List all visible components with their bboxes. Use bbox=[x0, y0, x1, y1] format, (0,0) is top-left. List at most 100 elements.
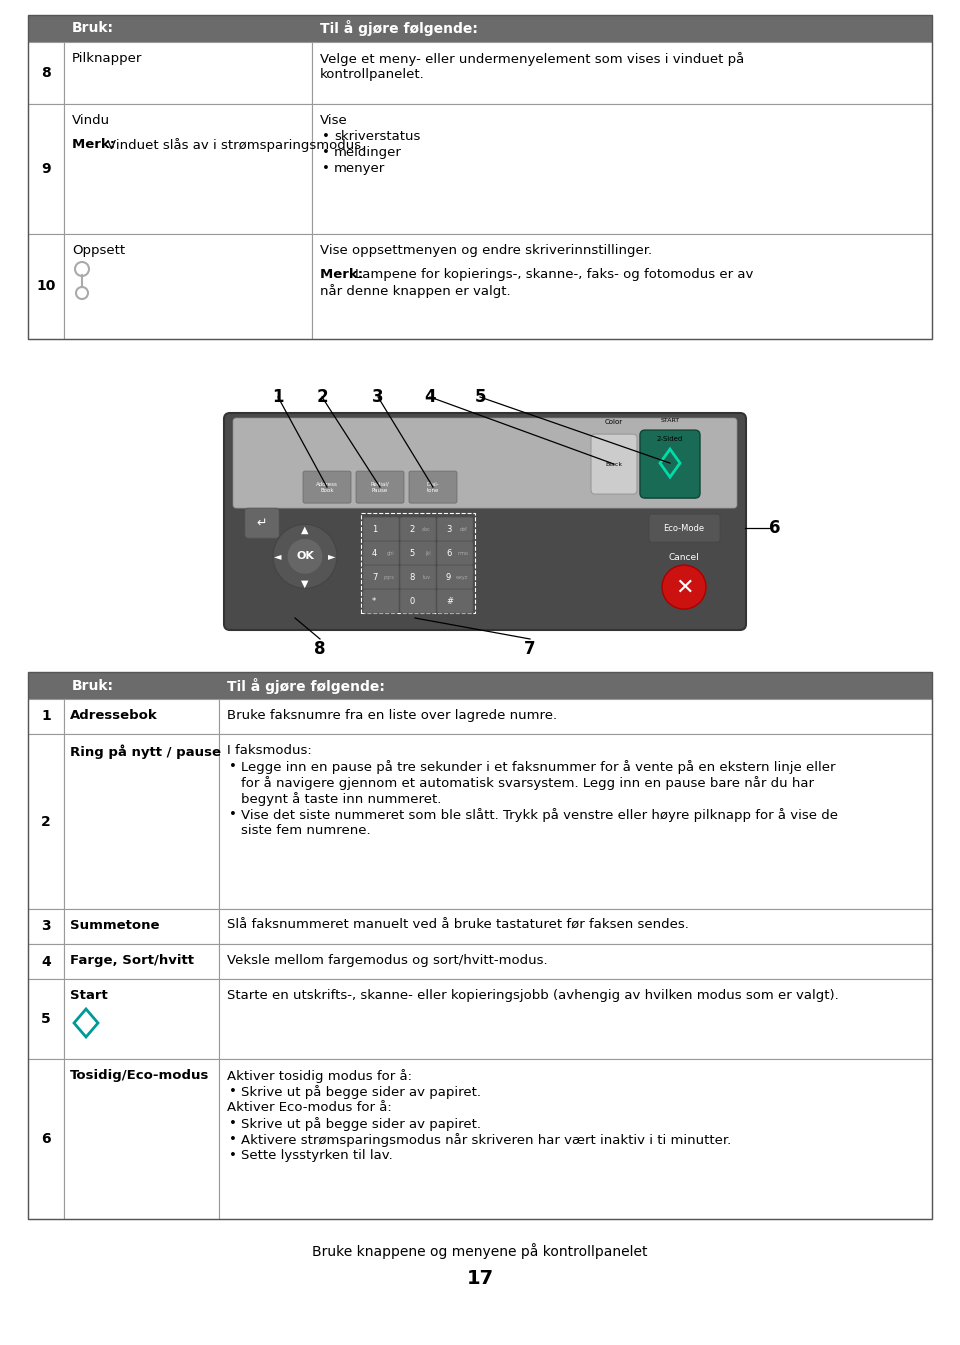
Text: 9: 9 bbox=[41, 161, 51, 176]
FancyBboxPatch shape bbox=[363, 589, 399, 613]
Bar bbox=[361, 512, 475, 613]
Text: Vise det siste nummeret som ble slått. Trykk på venstre eller høyre pilknapp for: Vise det siste nummeret som ble slått. T… bbox=[241, 808, 838, 822]
Text: Legge inn en pause på tre sekunder i et faksnummer for å vente på en ekstern lin: Legge inn en pause på tre sekunder i et … bbox=[241, 760, 835, 773]
Text: 2: 2 bbox=[409, 525, 415, 534]
Text: •: • bbox=[229, 808, 237, 820]
Bar bbox=[28, 909, 64, 944]
Text: abc: abc bbox=[422, 527, 431, 531]
Circle shape bbox=[287, 538, 323, 574]
Bar bbox=[28, 15, 932, 339]
Text: Pilknapper: Pilknapper bbox=[72, 52, 142, 65]
Text: 1: 1 bbox=[372, 525, 377, 534]
Text: ▲: ▲ bbox=[301, 525, 309, 534]
Bar bbox=[219, 699, 932, 734]
Text: *: * bbox=[372, 597, 376, 605]
Bar bbox=[312, 42, 932, 104]
Text: •: • bbox=[322, 147, 330, 159]
FancyBboxPatch shape bbox=[233, 418, 737, 508]
Text: 8: 8 bbox=[41, 66, 51, 79]
Bar bbox=[28, 672, 932, 699]
FancyBboxPatch shape bbox=[400, 516, 436, 541]
FancyBboxPatch shape bbox=[400, 541, 436, 565]
FancyBboxPatch shape bbox=[437, 516, 473, 541]
Text: ►: ► bbox=[328, 551, 336, 561]
Text: når denne knappen er valgt.: når denne knappen er valgt. bbox=[320, 284, 511, 299]
Text: Slå faksnummeret manuelt ved å bruke tastaturet før faksen sendes.: Slå faksnummeret manuelt ved å bruke tas… bbox=[227, 919, 689, 932]
Text: 10: 10 bbox=[36, 280, 56, 293]
FancyBboxPatch shape bbox=[363, 541, 399, 565]
Text: Ring på nytt / pause: Ring på nytt / pause bbox=[70, 744, 221, 759]
Bar bbox=[312, 104, 932, 234]
Circle shape bbox=[273, 525, 337, 588]
Text: Aktivere strømsparingsmodus når skriveren har vært inaktiv i ti minutter.: Aktivere strømsparingsmodus når skrivere… bbox=[241, 1132, 732, 1147]
Text: #: # bbox=[446, 597, 453, 605]
Text: Lampene for kopierings-, skanne-, faks- og fotomodus er av: Lampene for kopierings-, skanne-, faks- … bbox=[355, 268, 754, 281]
Text: Cancel: Cancel bbox=[668, 553, 700, 562]
Text: 8: 8 bbox=[314, 640, 325, 658]
Text: 2-Sided: 2-Sided bbox=[657, 436, 684, 443]
Text: 1: 1 bbox=[273, 387, 284, 406]
Text: mno: mno bbox=[457, 550, 468, 555]
Circle shape bbox=[662, 565, 706, 609]
Text: Bruke knappene og menyene på kontrollpanelet: Bruke knappene og menyene på kontrollpan… bbox=[312, 1243, 648, 1259]
FancyBboxPatch shape bbox=[245, 508, 279, 538]
Text: Merk:: Merk: bbox=[320, 268, 368, 281]
Text: START: START bbox=[660, 418, 680, 422]
Text: for å navigere gjennom et automatisk svarsystem. Legg inn en pause bare når du h: for å navigere gjennom et automatisk sva… bbox=[241, 776, 814, 790]
FancyBboxPatch shape bbox=[409, 471, 457, 503]
Text: 3: 3 bbox=[372, 387, 384, 406]
Text: Dial-
tone: Dial- tone bbox=[426, 482, 440, 492]
FancyBboxPatch shape bbox=[649, 514, 720, 542]
Text: •: • bbox=[322, 161, 330, 175]
Bar bbox=[64, 944, 219, 979]
Bar bbox=[219, 944, 932, 979]
Text: 2: 2 bbox=[316, 387, 327, 406]
Text: 7: 7 bbox=[372, 573, 377, 581]
Text: •: • bbox=[229, 760, 237, 773]
Text: •: • bbox=[229, 1132, 237, 1146]
FancyBboxPatch shape bbox=[640, 430, 700, 498]
Text: Farge, Sort/hvitt: Farge, Sort/hvitt bbox=[70, 954, 194, 967]
Text: Sette lysstyrken til lav.: Sette lysstyrken til lav. bbox=[241, 1149, 393, 1162]
Text: •: • bbox=[229, 1085, 237, 1098]
Text: Redial/
Pause: Redial/ Pause bbox=[371, 482, 390, 492]
Bar bbox=[219, 1059, 932, 1219]
Text: ↵: ↵ bbox=[256, 516, 267, 530]
Text: Starte en utskrifts-, skanne- eller kopieringsjobb (avhengig av hvilken modus so: Starte en utskrifts-, skanne- eller kopi… bbox=[227, 989, 839, 1002]
Bar bbox=[28, 672, 932, 1219]
FancyBboxPatch shape bbox=[400, 565, 436, 589]
Bar bbox=[28, 699, 64, 734]
Bar bbox=[28, 979, 64, 1059]
Text: OK: OK bbox=[296, 551, 314, 561]
Text: ✕: ✕ bbox=[675, 577, 693, 597]
Text: Oppsett: Oppsett bbox=[72, 243, 125, 257]
Text: meldinger: meldinger bbox=[334, 147, 402, 159]
FancyBboxPatch shape bbox=[303, 471, 351, 503]
Bar bbox=[64, 1059, 219, 1219]
Text: Start: Start bbox=[70, 989, 108, 1002]
FancyBboxPatch shape bbox=[437, 589, 473, 613]
Text: Vinduet slås av i strømsparingsmodus.: Vinduet slås av i strømsparingsmodus. bbox=[108, 139, 366, 152]
Text: ghi: ghi bbox=[386, 550, 394, 555]
Bar bbox=[64, 979, 219, 1059]
Bar bbox=[64, 909, 219, 944]
Bar bbox=[28, 944, 64, 979]
Text: Bruk:: Bruk: bbox=[72, 678, 114, 693]
Bar bbox=[28, 234, 64, 339]
Text: 5: 5 bbox=[41, 1011, 51, 1026]
Text: 5: 5 bbox=[409, 549, 415, 558]
Text: Eco-Mode: Eco-Mode bbox=[663, 523, 705, 533]
Text: Address
Book: Address Book bbox=[316, 482, 338, 492]
Bar bbox=[64, 234, 312, 339]
Text: Velge et meny- eller undermenyelement som vises i vinduet på: Velge et meny- eller undermenyelement so… bbox=[320, 52, 744, 66]
Bar bbox=[28, 42, 64, 104]
Text: Adressebok: Adressebok bbox=[70, 709, 157, 722]
Text: 0: 0 bbox=[409, 597, 415, 605]
Text: •: • bbox=[322, 130, 330, 143]
Bar bbox=[312, 234, 932, 339]
Text: Til å gjøre følgende:: Til å gjøre følgende: bbox=[227, 678, 385, 694]
Text: •: • bbox=[229, 1149, 237, 1162]
FancyBboxPatch shape bbox=[437, 541, 473, 565]
Text: 4: 4 bbox=[424, 387, 436, 406]
Text: 4: 4 bbox=[372, 549, 377, 558]
